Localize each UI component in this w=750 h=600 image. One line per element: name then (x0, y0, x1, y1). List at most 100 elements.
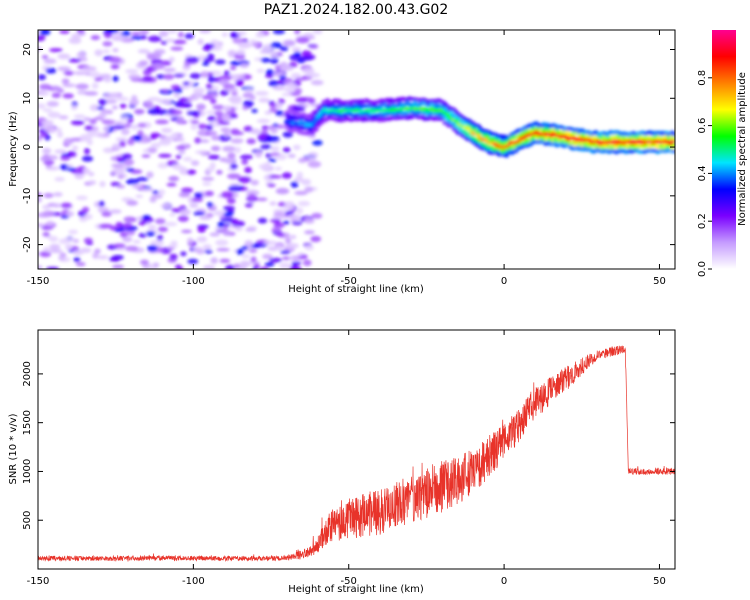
spectrogram-cell (310, 131, 316, 136)
spectrogram-cell (264, 262, 275, 267)
spectrogram-cell (40, 156, 51, 162)
spectrogram-cell (156, 74, 166, 79)
spectrogram-cell (141, 215, 152, 220)
spectrogram-cell (230, 163, 238, 170)
spectrogram-cell (244, 166, 252, 174)
spectrogram-cell (108, 56, 122, 64)
spectrogram-cell (249, 39, 257, 43)
spectrogram-cell (282, 220, 290, 225)
spectrogram-cell (51, 92, 61, 99)
spectrogram-cell (138, 60, 149, 66)
spectrogram-cell (672, 149, 675, 154)
spectrogram-cell (222, 105, 232, 112)
spectrogram-cell (87, 180, 97, 186)
spectrogram-cell (202, 45, 212, 52)
spectrogram-cell (46, 266, 60, 269)
spectrogram-cell (249, 249, 258, 253)
colorbar-tick-label: 0.0 (697, 261, 708, 277)
spectrogram-cell (84, 91, 99, 96)
spectrogram-cell (498, 134, 504, 139)
spectrogram-cell (293, 144, 301, 151)
spectrogram-cell (83, 117, 92, 122)
spectrogram-cell (89, 71, 101, 78)
spectrogram-cell (79, 133, 93, 141)
spectrogram-cell (119, 231, 128, 238)
spectrogram-cell (146, 147, 158, 154)
spectrogram-cell (308, 44, 319, 49)
spectrogram-cell (135, 194, 144, 199)
spectrogram-cell (86, 130, 96, 136)
spectrogram-cell (215, 59, 226, 65)
spectrogram-cell (130, 124, 139, 130)
spectrogram-cell (127, 118, 134, 124)
spectrogram-cell (241, 254, 251, 259)
spectrogram-cell (288, 61, 298, 68)
spectrogram-cell (268, 257, 282, 263)
spectrogram-cell (196, 103, 206, 111)
spectrogram-cell (175, 137, 185, 142)
spectrogram-cell (68, 37, 82, 44)
spectrogram-cell (89, 118, 97, 125)
spectrogram-cell (267, 183, 276, 188)
spectrogram-cell (227, 152, 236, 160)
spectrogram-cell (75, 83, 89, 90)
spectrogram-cell (94, 248, 101, 254)
spectrogram-cell (84, 125, 94, 131)
spectrogram-cell (289, 255, 300, 261)
spectrogram-cell (275, 187, 290, 195)
spectrogram-cell (129, 99, 140, 106)
spectrogram-cell (276, 124, 285, 129)
spectrogram-cell (205, 124, 213, 131)
spectrogram-cell (257, 119, 269, 123)
spectrogram-cell (229, 113, 238, 119)
spectrogram-cell (672, 132, 675, 137)
spectrogram-cell (202, 61, 210, 66)
spectrogram-cell (272, 30, 285, 35)
spectrogram-cell (114, 228, 125, 233)
spectrogram-cell (123, 222, 133, 229)
spectrogram-cell (260, 57, 271, 63)
spectrogram-cell (261, 125, 269, 130)
spectrogram-cell (47, 111, 61, 119)
spectrogram-cell (295, 77, 307, 81)
spectrogram-cell (43, 193, 54, 198)
spectrogram-cell (54, 176, 65, 182)
spectrogram-cell (170, 84, 181, 90)
spectrogram-cell (125, 69, 139, 74)
spectrogram-cell (73, 256, 81, 263)
spectrogram-cell (173, 92, 180, 98)
spectrogram-cell (285, 237, 292, 244)
spectrogram-y-tick-label: 20 (22, 43, 33, 56)
spectrogram-cell (236, 248, 244, 255)
spectrogram-cell (123, 159, 135, 166)
spectrogram-cell (146, 52, 155, 57)
spectrogram-cell (270, 152, 280, 156)
spectrogram-cell (157, 98, 172, 104)
spectrogram-cell (220, 191, 234, 199)
spectrogram-cell (94, 49, 103, 57)
spectrogram-cell (211, 135, 221, 141)
spectrogram-cell (170, 109, 183, 115)
spectrogram-cell (126, 200, 138, 206)
spectrogram-cell (292, 221, 303, 226)
spectrogram-cell (119, 140, 126, 148)
spectrogram-cell (216, 170, 223, 175)
spectrogram-cell (247, 193, 256, 199)
spectrogram-cell (175, 145, 187, 150)
spectrogram-cell (306, 72, 320, 78)
spectrogram-cell (259, 266, 269, 269)
spectrogram-cell (155, 218, 166, 225)
spectrogram-cell (308, 97, 316, 105)
spectrogram-cell (111, 36, 125, 41)
spectrogram-cell (179, 169, 191, 175)
spectrogram-cell (194, 192, 203, 199)
spectrogram-cell (175, 154, 182, 159)
spectrogram-cell (148, 224, 157, 231)
spectrogram-cell (217, 222, 225, 228)
spectrogram-cell (285, 242, 300, 249)
snr-x-axis: -150 -100 -50 0 50 (27, 330, 666, 587)
spectrogram-cell (251, 42, 261, 47)
spectrogram-cell (273, 211, 285, 217)
spectrogram-cell (672, 136, 675, 141)
